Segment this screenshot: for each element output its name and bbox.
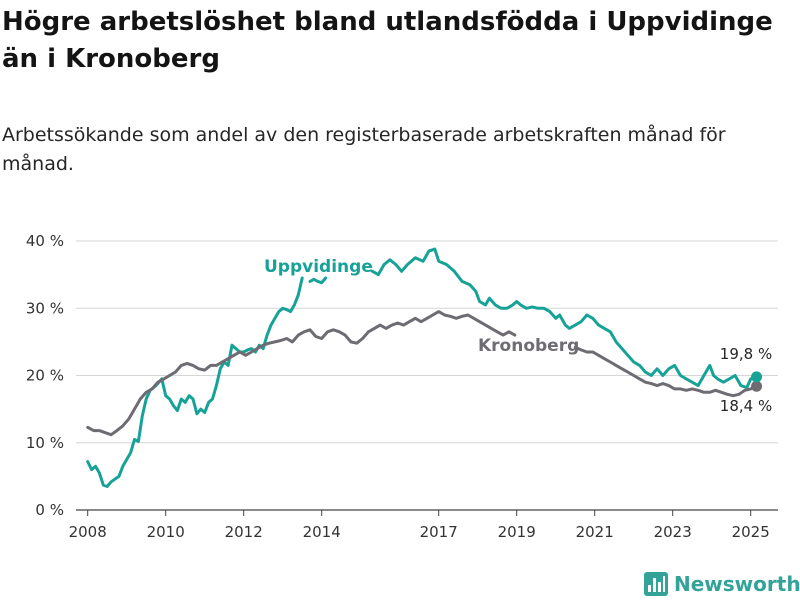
x-tick-label: 2008 (69, 523, 107, 541)
y-tick-label: 40 % (26, 232, 64, 250)
x-axis: 2008 2010 2012 2014 2017 2019 2021 2023 2025 (69, 510, 770, 541)
x-tick-label: 2019 (498, 523, 536, 541)
x-tick-label: 2025 (732, 523, 770, 541)
series-label-uppvidinge: Uppvidinge (264, 257, 373, 277)
series-label-kronoberg: Kronoberg (478, 336, 579, 356)
chart-subtitle: Arbetssökande som andel av den registerb… (2, 124, 726, 175)
bar-chart-logo-icon (644, 572, 668, 596)
gridlines (76, 240, 778, 511)
y-tick-label: 10 % (26, 434, 64, 452)
x-tick-label: 2023 (654, 523, 692, 541)
chart-title: Högre arbetslöshet bland utlandsfödda i … (2, 7, 773, 74)
brand-name: Newsworthy (674, 572, 800, 596)
x-tick-label: 2010 (147, 523, 185, 541)
y-tick-label: 30 % (26, 299, 64, 317)
end-value-kronoberg: 18,4 % (720, 397, 772, 415)
end-value-uppvidinge: 19,8 % (720, 345, 772, 363)
series-line-uppvidinge (86, 247, 759, 488)
series-labels: Uppvidinge Kronoberg 19,8 % 18,4 % (264, 257, 772, 415)
x-tick-label: 2014 (303, 523, 341, 541)
y-axis: 0 % 10 % 20 % 30 % 40 % (26, 232, 64, 519)
newsworthy-logo: Newsworthy (644, 568, 800, 600)
y-tick-label: 20 % (26, 367, 64, 385)
end-point-uppvidinge (751, 371, 763, 383)
x-tick-label: 2017 (420, 523, 458, 541)
x-tick-label: 2012 (225, 523, 263, 541)
end-point-kronoberg (751, 380, 763, 392)
series-line-kronoberg (86, 310, 759, 437)
series-lines (86, 247, 759, 488)
y-tick-label: 0 % (35, 501, 64, 519)
x-tick-label: 2021 (576, 523, 614, 541)
